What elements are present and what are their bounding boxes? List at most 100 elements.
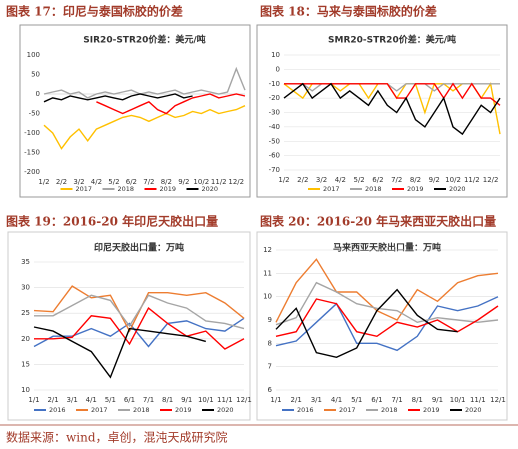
series-line bbox=[43, 66, 246, 99]
x-tick-label: 9/2 bbox=[178, 178, 189, 186]
y-tick-label: 0 bbox=[36, 90, 40, 98]
x-tick-label: 12/1 bbox=[236, 396, 252, 404]
legend-label: 2020 bbox=[202, 185, 219, 193]
y-tick-label: 30 bbox=[21, 284, 30, 292]
series-line bbox=[275, 281, 499, 326]
legend-label: 2020 bbox=[465, 406, 482, 414]
x-tick-label: 9/2 bbox=[429, 176, 440, 184]
y-tick-label: -200 bbox=[24, 168, 40, 176]
series-line bbox=[275, 298, 499, 338]
y-tick-label: -10 bbox=[269, 80, 280, 88]
y-tick-label: -60 bbox=[269, 152, 280, 160]
x-tick-label: 2/2 bbox=[56, 178, 67, 186]
legend-label: 2019 bbox=[423, 406, 440, 414]
legend-label: 2019 bbox=[175, 406, 192, 414]
x-tick-label: 1/2 bbox=[38, 178, 49, 186]
x-tick-label: 12/1 bbox=[490, 396, 506, 404]
x-tick-label: 5/1 bbox=[351, 396, 362, 404]
y-tick-label: -50 bbox=[269, 137, 280, 145]
x-tick-label: 7/2 bbox=[143, 178, 154, 186]
series-line bbox=[275, 296, 499, 352]
x-tick-label: 9/1 bbox=[181, 396, 192, 404]
legend-label: 2020 bbox=[217, 406, 234, 414]
chart-frame bbox=[7, 231, 251, 421]
y-tick-label: -40 bbox=[269, 123, 280, 131]
series-line bbox=[96, 93, 246, 115]
legend-label: 2018 bbox=[118, 185, 135, 193]
y-tick-label: 10 bbox=[263, 293, 272, 301]
x-tick-label: 8/2 bbox=[410, 176, 421, 184]
legend-label: 2018 bbox=[365, 185, 382, 193]
y-tick-label: 7 bbox=[268, 363, 272, 371]
x-tick-label: 1/2 bbox=[278, 176, 289, 184]
legend-label: 2019 bbox=[407, 185, 424, 193]
y-tick-label: 12 bbox=[263, 246, 272, 254]
x-tick-label: 8/1 bbox=[412, 396, 423, 404]
x-tick-label: 10/2 bbox=[445, 176, 461, 184]
series-line bbox=[275, 258, 499, 323]
y-tick-label: 35 bbox=[21, 258, 30, 266]
x-tick-label: 4/1 bbox=[331, 396, 342, 404]
x-tick-label: 6/1 bbox=[124, 396, 135, 404]
caption: 图表 17：印尼与泰国标胶的价差 bbox=[6, 4, 183, 19]
y-tick-label: 0 bbox=[276, 65, 280, 73]
x-tick-label: 10/2 bbox=[193, 178, 209, 186]
legend-label: 2017 bbox=[91, 406, 108, 414]
x-tick-label: 7/1 bbox=[391, 396, 402, 404]
legend-label: 2020 bbox=[449, 185, 466, 193]
y-tick-label: 50 bbox=[31, 71, 40, 79]
x-tick-label: 7/1 bbox=[143, 396, 154, 404]
x-tick-label: 1/1 bbox=[270, 396, 281, 404]
x-tick-label: 2/1 bbox=[291, 396, 302, 404]
y-tick-label: -100 bbox=[24, 129, 40, 137]
y-tick-label: -50 bbox=[29, 110, 40, 118]
x-tick-label: 2/2 bbox=[297, 176, 308, 184]
series-line bbox=[34, 307, 245, 350]
series-line bbox=[283, 82, 501, 136]
legend-label: 2018 bbox=[133, 406, 150, 414]
y-tick-label: 20 bbox=[21, 335, 30, 343]
x-tick-label: 8/2 bbox=[161, 178, 172, 186]
y-tick-label: -150 bbox=[24, 149, 40, 157]
x-tick-label: 7/2 bbox=[391, 176, 402, 184]
x-tick-label: 10/1 bbox=[198, 396, 214, 404]
series-line bbox=[43, 105, 246, 150]
legend-label: 2017 bbox=[76, 185, 93, 193]
y-tick-label: -30 bbox=[269, 109, 280, 117]
source: 数据来源：wind，卓创，混沌天成研究院 bbox=[6, 430, 228, 445]
y-tick-label: 9 bbox=[268, 316, 272, 324]
x-tick-label: 3/2 bbox=[316, 176, 327, 184]
x-tick-label: 6/2 bbox=[372, 176, 383, 184]
legend-label: 2016 bbox=[297, 406, 314, 414]
legend-label: 2018 bbox=[381, 406, 398, 414]
chart-title: 印尼天胶出口量：万吨 bbox=[94, 242, 184, 254]
x-tick-label: 8/1 bbox=[162, 396, 173, 404]
x-tick-label: 3/2 bbox=[73, 178, 84, 186]
y-tick-label: 100 bbox=[27, 51, 40, 59]
chart-title: SMR20-STR20价差：美元/吨 bbox=[328, 34, 456, 46]
y-tick-label: -70 bbox=[269, 166, 280, 174]
series-line bbox=[33, 326, 206, 379]
series-line bbox=[43, 93, 193, 103]
x-tick-label: 11/1 bbox=[217, 396, 233, 404]
chart-title: 马来西亚天胶出口量：万吨 bbox=[333, 242, 441, 254]
y-tick-label: 25 bbox=[21, 309, 30, 317]
series-line bbox=[275, 288, 458, 359]
series-line bbox=[33, 317, 245, 348]
series-line bbox=[284, 82, 501, 106]
x-tick-label: 4/1 bbox=[86, 396, 97, 404]
x-tick-label: 5/2 bbox=[353, 176, 364, 184]
x-tick-label: 11/2 bbox=[464, 176, 480, 184]
y-tick-label: 15 bbox=[21, 360, 30, 368]
series-line bbox=[34, 294, 245, 330]
x-tick-label: 6/1 bbox=[371, 396, 382, 404]
x-tick-label: 3/1 bbox=[311, 396, 322, 404]
x-tick-label: 9/1 bbox=[432, 396, 443, 404]
x-tick-label: 10/1 bbox=[450, 396, 466, 404]
x-tick-label: 5/1 bbox=[105, 396, 116, 404]
caption: 图表 18：马来与泰国标胶的价差 bbox=[260, 4, 437, 19]
x-tick-label: 11/1 bbox=[470, 396, 486, 404]
x-tick-label: 3/1 bbox=[67, 396, 78, 404]
legend-label: 2017 bbox=[339, 406, 356, 414]
